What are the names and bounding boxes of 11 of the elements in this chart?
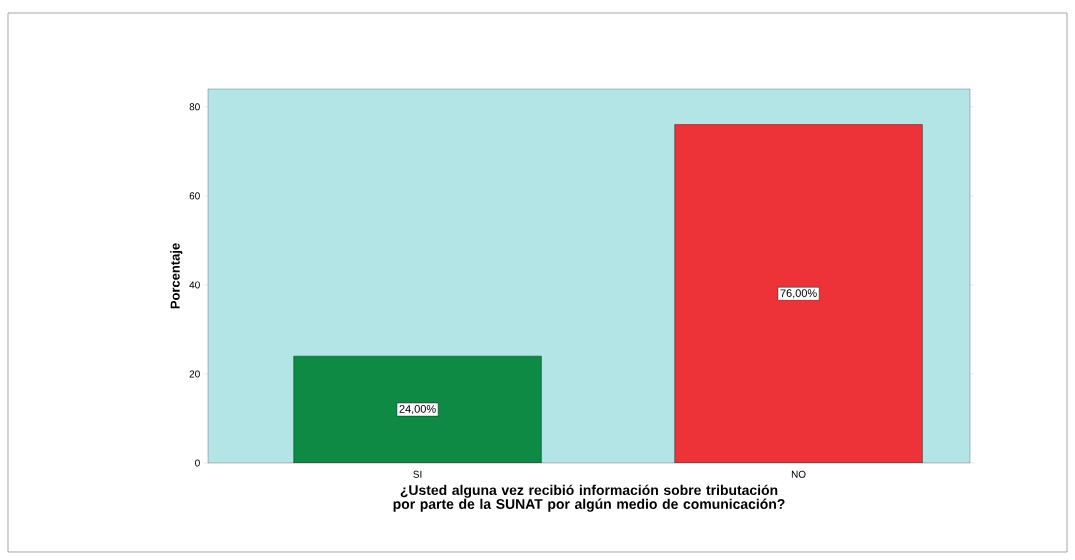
x-tick-label: SI: [413, 470, 422, 478]
y-tick-label: 0: [195, 459, 200, 467]
data-label: 24,00%: [399, 405, 436, 415]
data-label: 76,00%: [780, 289, 817, 299]
x-axis-title: ¿Usted alguna vez recibió información sobre tributación por parte de la SUNAT por algún medio de comunicación?: [393, 484, 785, 512]
y-tick-label: 80: [189, 103, 200, 111]
y-tick-label: 20: [189, 370, 200, 378]
y-tick-label: 40: [189, 281, 200, 289]
x-tick-label: NO: [791, 470, 806, 478]
y-axis-title: Porcentaje: [170, 243, 183, 309]
y-tick-label: 60: [189, 192, 200, 200]
